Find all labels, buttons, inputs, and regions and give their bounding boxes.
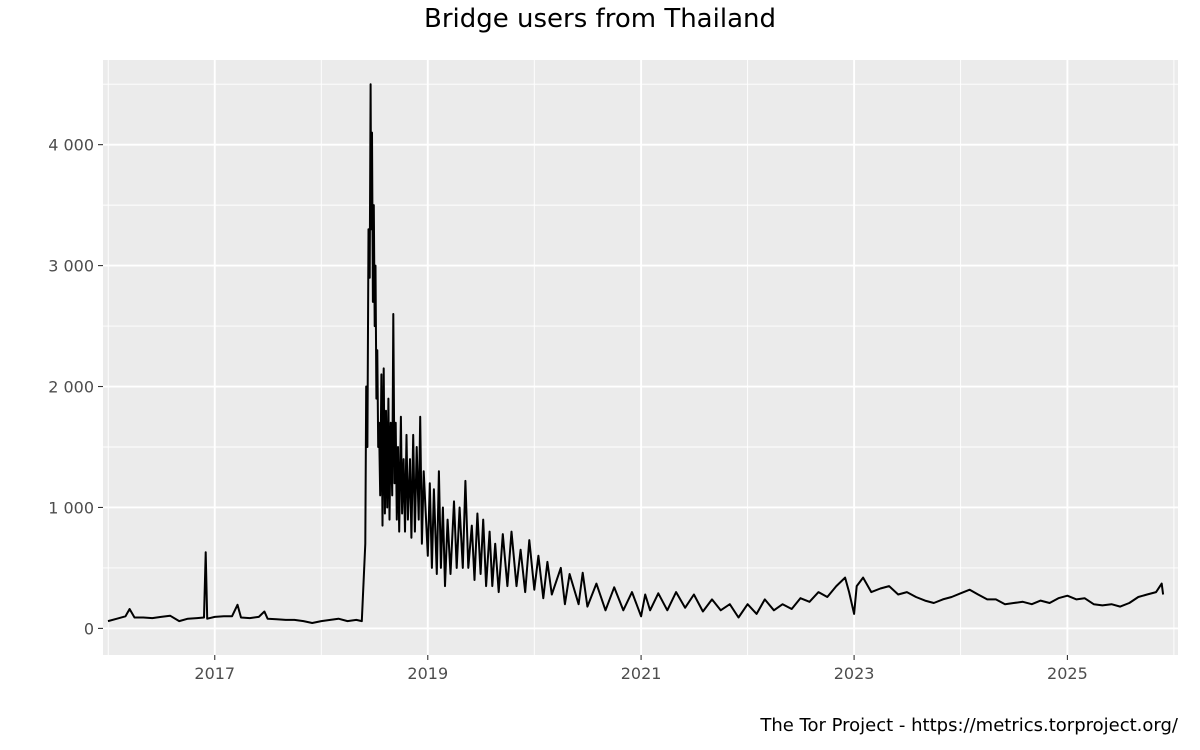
- chart-caption: The Tor Project - https://metrics.torpro…: [760, 715, 1178, 736]
- x-tick-label: 2021: [621, 664, 662, 683]
- x-tick-label: 2023: [834, 664, 875, 683]
- axis-labels: 2017 2019 2021 2023 2025 0 1 000 2 000 3 000 4 00…: [48, 136, 1088, 683]
- y-tick-label: 1 000: [48, 498, 94, 517]
- y-tick-label: 0: [84, 619, 94, 638]
- series-line: [107, 83, 1165, 624]
- y-tick-label: 4 000: [48, 136, 94, 155]
- x-tick-label: 2017: [194, 664, 235, 683]
- axis-ticks: [98, 144, 1068, 660]
- major-gridlines: [103, 60, 1178, 655]
- x-tick-label: 2025: [1047, 664, 1088, 683]
- chart-title: Bridge users from Thailand: [424, 4, 776, 34]
- y-tick-label: 3 000: [48, 257, 94, 276]
- y-tick-label: 2 000: [48, 378, 94, 397]
- x-tick-label: 2019: [407, 664, 448, 683]
- series-layer: [107, 83, 1165, 624]
